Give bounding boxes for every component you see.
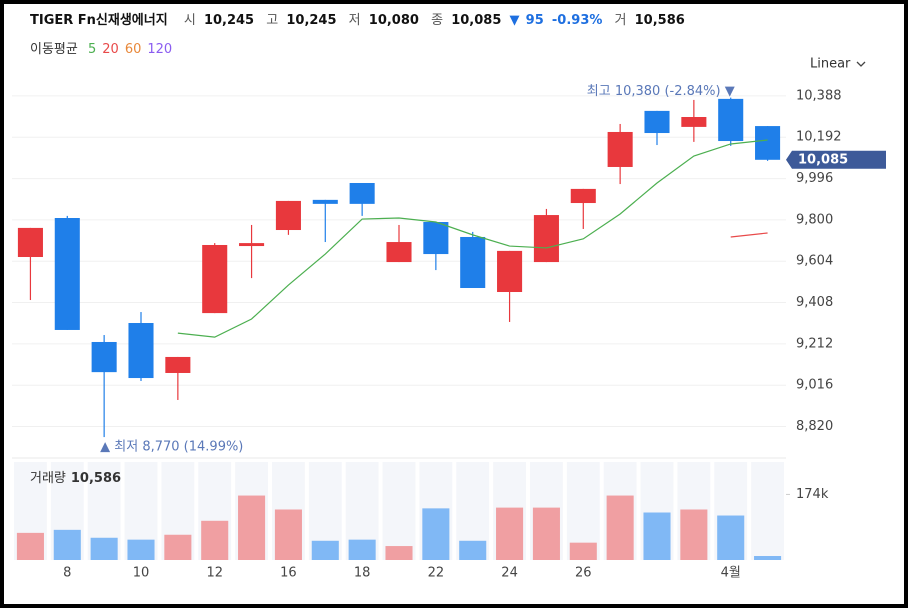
candle-body — [681, 117, 707, 127]
x-tick-label: 18 — [354, 566, 371, 581]
volume-bar — [348, 539, 376, 560]
x-tick-label: 24 — [501, 566, 518, 581]
scale-mode[interactable]: Linear — [810, 57, 851, 72]
volume-bar — [274, 509, 302, 560]
candle-body — [17, 227, 43, 258]
volume-bar — [459, 540, 487, 560]
candle-body — [312, 199, 338, 204]
y-tick-label: 10,388 — [796, 88, 842, 103]
stock-name: TIGER Fn신재생에너지 — [30, 12, 168, 28]
candle-body — [54, 218, 80, 330]
volume-bar — [422, 508, 450, 560]
candle-body — [349, 182, 375, 204]
y-tick-label: 9,996 — [796, 171, 833, 186]
volume-bar — [606, 495, 634, 560]
candle-body — [460, 236, 486, 289]
candle-body — [165, 356, 191, 373]
candle-body — [607, 131, 633, 167]
volume-title-value: 10,586 — [71, 471, 121, 486]
x-tick-label: 4월 — [721, 566, 741, 581]
candle-body — [423, 222, 449, 255]
volume-bar — [643, 512, 671, 560]
volume-bar — [127, 539, 155, 560]
high-annotation: 최고 10,380 (-2.84%) ▼ — [587, 84, 735, 99]
volume-column-bg — [382, 462, 416, 560]
x-tick-label: 26 — [575, 566, 592, 581]
y-tick-label: 9,800 — [796, 212, 833, 227]
candle-body — [644, 110, 670, 134]
ma-legend-item: 5 — [88, 42, 96, 57]
ma-title: 이동평균 — [30, 42, 78, 57]
low-label: 저 — [349, 13, 361, 28]
ma-legend-item: 120 — [147, 42, 172, 57]
open-value: 10,245 — [204, 13, 254, 28]
x-tick-label: 8 — [63, 566, 71, 581]
volume-bar — [532, 507, 560, 560]
volume-value: 10,586 — [635, 13, 685, 28]
ma-legend-item: 60 — [125, 42, 142, 57]
volume-bar — [53, 529, 81, 560]
y-tick-label: 9,604 — [796, 254, 833, 269]
dropdown-chevron[interactable] — [856, 61, 866, 67]
volume-title-text: 거래량 — [30, 471, 66, 486]
volume-bar — [680, 509, 708, 560]
candle-body — [239, 243, 265, 247]
y-tick-label: 9,016 — [796, 378, 833, 393]
ma-legend-item: 20 — [102, 42, 119, 57]
candle-body — [497, 250, 523, 293]
candle-body — [275, 200, 301, 231]
volume-bar — [164, 534, 192, 560]
volume-tick-label: 174k — [796, 487, 829, 502]
high-label: 고 — [266, 13, 278, 28]
chart-window: TIGER Fn신재생에너지 시 10,245 고 10,245 저 10,08… — [4, 4, 904, 604]
candle-body — [755, 126, 781, 160]
y-tick-label: 9,408 — [796, 295, 833, 310]
last-price-tag — [786, 150, 886, 169]
candle-body — [202, 244, 228, 314]
x-tick-label: 22 — [428, 566, 445, 581]
volume-bar — [90, 537, 118, 560]
chart: TIGER Fn신재생에너지 시 10,245 고 10,245 저 10,08… — [12, 12, 886, 581]
volume-bar — [16, 532, 44, 560]
y-tick-label: 10,192 — [796, 130, 842, 145]
open-label: 시 — [184, 13, 196, 28]
volume-bar — [385, 546, 413, 560]
header: TIGER Fn신재생에너지 시 10,245 고 10,245 저 10,08… — [30, 12, 685, 28]
x-tick-label: 16 — [280, 566, 297, 581]
volume-title: 거래량 10,586 — [30, 471, 121, 486]
volume-bar — [754, 556, 782, 560]
x-tick-label: 12 — [206, 566, 223, 581]
y-tick-label: 8,820 — [796, 419, 833, 434]
low-value: 10,080 — [369, 13, 419, 28]
candle-body — [91, 341, 117, 373]
volume-bar — [496, 507, 524, 560]
volume-bar — [311, 540, 339, 560]
candle-body — [718, 98, 744, 142]
x-tick-label: 10 — [133, 566, 150, 581]
change-value: 95 — [526, 13, 544, 28]
change-arrow: ▼ — [510, 13, 520, 28]
y-tick-label: 9,212 — [796, 336, 833, 351]
last-price-label: 10,085 — [798, 152, 848, 167]
volume-column-bg — [751, 462, 784, 560]
high-value: 10,245 — [286, 13, 336, 28]
volume-bar — [569, 542, 597, 560]
volume-bar — [717, 515, 745, 560]
change-percent: -0.93% — [552, 13, 603, 28]
candle-body — [128, 323, 154, 379]
candle-body — [533, 215, 559, 263]
close-value: 10,085 — [451, 13, 501, 28]
ma-line — [177, 139, 768, 338]
volume-bar — [238, 495, 266, 560]
volume-bar — [201, 520, 229, 560]
ma-line — [730, 232, 768, 238]
volume-label: 거 — [615, 13, 627, 28]
candle-body — [386, 242, 412, 263]
close-label: 종 — [431, 13, 443, 28]
ma-legend: 이동평균 5 20 60 120 — [30, 42, 172, 57]
candle-body — [570, 188, 596, 204]
low-annotation: ▲ 최저 8,770 (14.99%) — [100, 440, 243, 455]
